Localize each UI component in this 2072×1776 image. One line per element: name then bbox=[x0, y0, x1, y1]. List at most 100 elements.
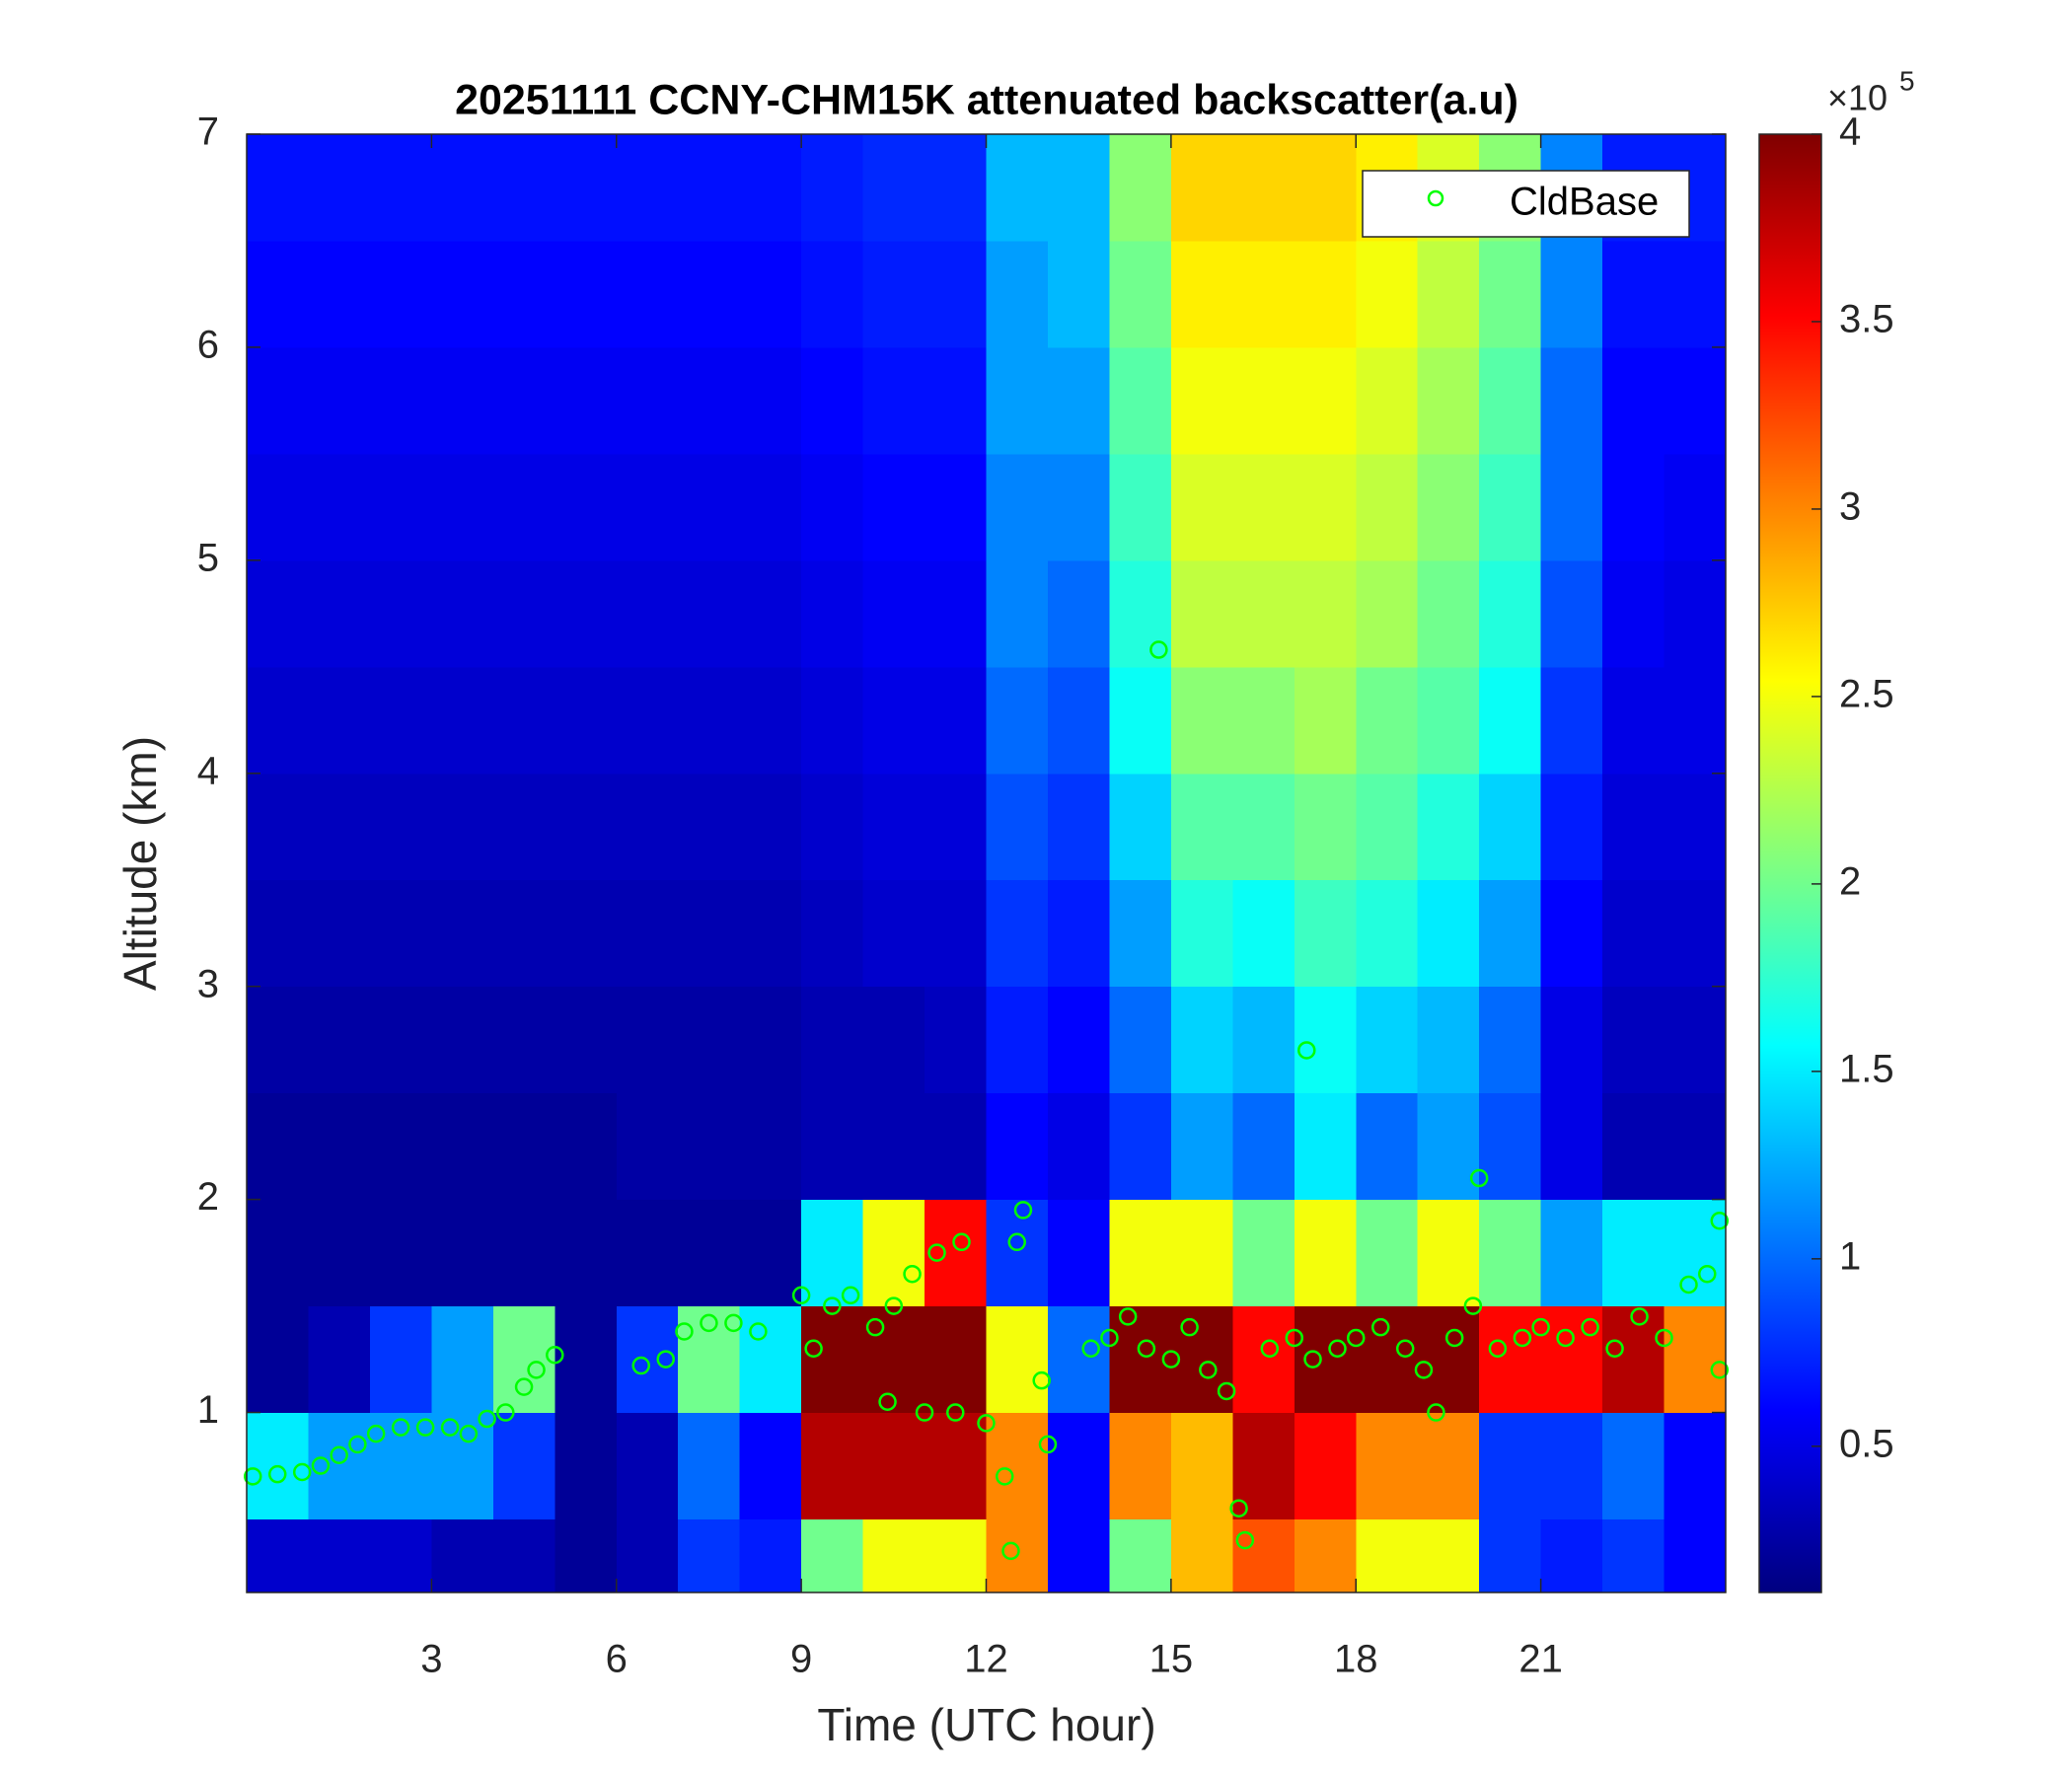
heatmap-cell bbox=[1294, 453, 1357, 561]
cloud-base-point bbox=[915, 1403, 934, 1422]
heatmap-cell bbox=[308, 240, 371, 348]
heatmap-cell bbox=[555, 559, 618, 668]
heatmap-cell bbox=[555, 986, 618, 1094]
cloud-base-point bbox=[1444, 1328, 1464, 1348]
cloud-base-point bbox=[1655, 1328, 1673, 1348]
heatmap-cell bbox=[431, 986, 494, 1094]
heatmap-cell bbox=[1664, 240, 1727, 348]
cloud-base-point bbox=[1463, 1296, 1483, 1315]
heatmap-cell bbox=[492, 666, 555, 775]
legend-label: CldBase bbox=[1510, 181, 1659, 224]
heatmap-cell bbox=[1540, 666, 1603, 775]
cloud-base-point bbox=[1199, 1361, 1218, 1379]
cloud-base-point bbox=[1698, 1264, 1717, 1284]
heatmap-cell bbox=[1602, 453, 1665, 561]
heatmap-cell bbox=[678, 134, 741, 242]
heatmap-cell bbox=[369, 986, 432, 1094]
heatmap-cell bbox=[616, 1092, 679, 1201]
cloud-base-point bbox=[1347, 1328, 1366, 1348]
y-axis-label: Altitude (km) bbox=[114, 736, 166, 991]
y-tick-label: 2 bbox=[197, 1175, 219, 1219]
cloud-base-point bbox=[675, 1322, 694, 1341]
heatmap-cell bbox=[1170, 773, 1233, 881]
cloud-base-point bbox=[1710, 1211, 1730, 1230]
heatmap-cell bbox=[862, 1518, 925, 1593]
heatmap-cell bbox=[801, 1092, 864, 1201]
heatmap-cell bbox=[1047, 879, 1110, 988]
x-tick-label: 12 bbox=[964, 1638, 1008, 1681]
cloud-base-point bbox=[1180, 1317, 1199, 1337]
cloud-base-point bbox=[724, 1313, 743, 1333]
cloud-base-point bbox=[977, 1414, 996, 1433]
heatmap-cell bbox=[431, 879, 494, 988]
heatmap-cell bbox=[431, 1518, 494, 1593]
heatmap-cell bbox=[1294, 1412, 1357, 1520]
heatmap-cell bbox=[616, 559, 679, 668]
heatmap-cell bbox=[492, 134, 555, 242]
heatmap-cell bbox=[678, 559, 741, 668]
x-tick-label: 6 bbox=[606, 1638, 628, 1681]
heatmap-cell bbox=[678, 773, 741, 881]
heatmap-cell bbox=[739, 986, 802, 1094]
heatmap-cell bbox=[678, 1092, 741, 1201]
heatmap-cell bbox=[1232, 346, 1295, 455]
cloud-base-point bbox=[1297, 1041, 1316, 1060]
cloud-base-point bbox=[823, 1296, 842, 1315]
heatmap-cell bbox=[1232, 1412, 1295, 1520]
heatmap-cell bbox=[801, 1199, 864, 1307]
heatmap-cell bbox=[1170, 346, 1233, 455]
colorbar-tick-label: 1 bbox=[1839, 1234, 1861, 1278]
heatmap-cell bbox=[1294, 1305, 1357, 1414]
heatmap-cell bbox=[1602, 1092, 1665, 1201]
heatmap-cell bbox=[678, 879, 741, 988]
legend-box bbox=[1362, 170, 1690, 238]
cloud-base-point bbox=[1081, 1339, 1100, 1359]
heatmap-cell bbox=[1294, 1518, 1357, 1593]
heatmap-cell bbox=[492, 773, 555, 881]
heatmap-cell bbox=[247, 986, 309, 1094]
heatmap-cell bbox=[1356, 1199, 1419, 1307]
heatmap-cell bbox=[862, 240, 925, 348]
heatmap-cell bbox=[555, 346, 618, 455]
heatmap-cell bbox=[801, 986, 864, 1094]
heatmap-cell bbox=[1540, 559, 1603, 668]
cloud-base-point bbox=[496, 1403, 515, 1422]
cloud-base-point bbox=[1137, 1339, 1156, 1359]
heatmap-cell bbox=[862, 1199, 925, 1307]
colorbar-tick-label: 0.5 bbox=[1839, 1422, 1894, 1465]
heatmap-cell bbox=[1356, 559, 1419, 668]
heatmap-cell bbox=[555, 1092, 618, 1201]
heatmap-cell bbox=[925, 240, 987, 348]
heatmap-cell bbox=[555, 1199, 618, 1307]
heatmap-cell bbox=[1664, 1305, 1727, 1414]
heatmap-cell bbox=[431, 1305, 494, 1414]
heatmap-cell bbox=[678, 240, 741, 348]
cloud-base-point bbox=[1679, 1275, 1698, 1295]
colorbar-tick-label: 3 bbox=[1839, 485, 1861, 529]
heatmap-cell bbox=[1417, 773, 1480, 881]
heatmap-cell bbox=[1540, 1518, 1603, 1593]
heatmap-cell bbox=[369, 453, 432, 561]
heatmap-cell bbox=[1479, 240, 1542, 348]
heatmap-cell bbox=[247, 1305, 309, 1414]
cloud-base-point bbox=[1513, 1328, 1532, 1348]
heatmap-cell bbox=[1047, 240, 1110, 348]
heatmap-cell bbox=[1417, 240, 1480, 348]
heatmap-cell bbox=[925, 1305, 987, 1414]
heatmap-cell bbox=[492, 986, 555, 1094]
x-axis-label: Time (UTC hour) bbox=[817, 1699, 1155, 1750]
heatmap-cell bbox=[492, 240, 555, 348]
heatmap-cell bbox=[739, 240, 802, 348]
heatmap-cell bbox=[247, 773, 309, 881]
cloud-base-point bbox=[749, 1322, 768, 1341]
cloud-base-point bbox=[330, 1445, 348, 1464]
heatmap-cell bbox=[801, 1412, 864, 1520]
heatmap-cell bbox=[986, 879, 1049, 988]
cloud-base-point bbox=[440, 1418, 460, 1437]
heatmap-cell bbox=[431, 773, 494, 881]
heatmap-cell bbox=[1479, 1305, 1542, 1414]
cloud-base-point bbox=[995, 1467, 1014, 1486]
heatmap-cell bbox=[1417, 1199, 1480, 1307]
heatmap-cell bbox=[1170, 1305, 1233, 1414]
cloud-base-point bbox=[1032, 1370, 1051, 1390]
